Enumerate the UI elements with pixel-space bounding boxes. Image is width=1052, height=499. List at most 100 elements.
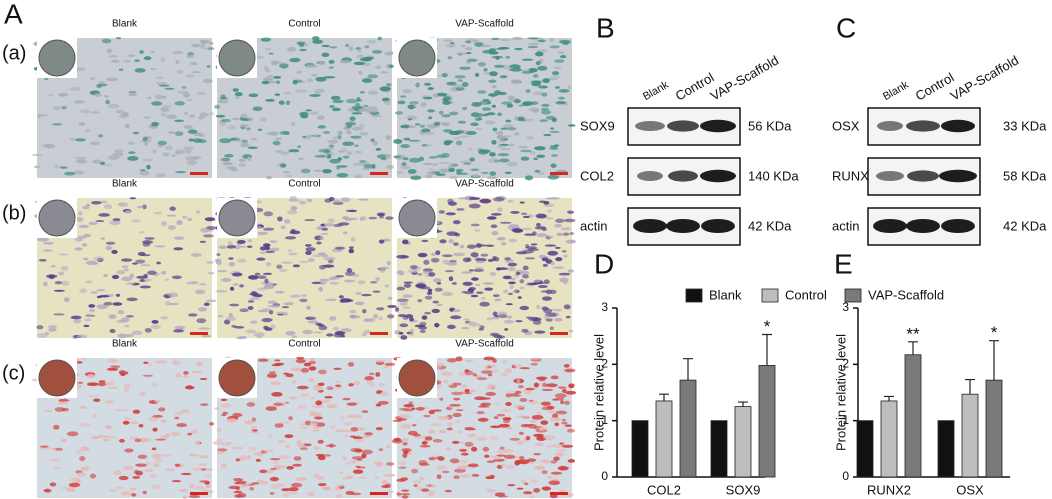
cell bbox=[186, 98, 193, 102]
cell bbox=[121, 265, 129, 269]
cell bbox=[438, 210, 445, 214]
cell bbox=[432, 409, 442, 412]
cell bbox=[63, 297, 70, 302]
cell bbox=[563, 218, 576, 223]
cell bbox=[109, 488, 118, 493]
cell bbox=[533, 157, 539, 160]
cell bbox=[186, 160, 198, 166]
cell bbox=[321, 44, 330, 48]
cell bbox=[496, 454, 506, 457]
cell bbox=[160, 270, 167, 275]
cell bbox=[535, 442, 545, 447]
cell bbox=[192, 138, 203, 143]
cell bbox=[263, 227, 275, 231]
cell bbox=[348, 248, 355, 254]
cell bbox=[150, 67, 157, 71]
cell bbox=[275, 80, 281, 84]
cell bbox=[542, 78, 550, 84]
cell bbox=[315, 453, 325, 457]
cell bbox=[430, 423, 442, 427]
cell bbox=[519, 367, 531, 370]
cell bbox=[115, 486, 125, 489]
cell bbox=[290, 205, 298, 211]
cell bbox=[152, 149, 157, 154]
cell bbox=[312, 254, 323, 258]
cell bbox=[261, 318, 273, 323]
cell bbox=[217, 448, 228, 452]
cell bbox=[350, 447, 362, 453]
cell bbox=[309, 422, 318, 426]
cell bbox=[459, 459, 469, 464]
cell bbox=[370, 138, 375, 142]
cell bbox=[479, 149, 491, 154]
cell bbox=[249, 486, 255, 491]
cell bbox=[525, 316, 533, 319]
cell bbox=[564, 400, 570, 405]
cell bbox=[387, 296, 393, 300]
cell bbox=[160, 112, 167, 117]
cell bbox=[337, 130, 343, 136]
error-bar bbox=[762, 333, 772, 366]
cell bbox=[402, 306, 411, 309]
cell bbox=[194, 289, 206, 295]
cell bbox=[550, 375, 559, 380]
cell bbox=[156, 82, 168, 85]
cell bbox=[411, 407, 416, 410]
cell bbox=[191, 71, 201, 74]
cell bbox=[345, 98, 358, 104]
cell bbox=[536, 223, 541, 227]
cell bbox=[274, 137, 283, 140]
cell bbox=[346, 299, 354, 302]
cell bbox=[207, 271, 215, 275]
y-tick-label: 2 bbox=[601, 357, 608, 371]
cell bbox=[561, 418, 567, 422]
cell bbox=[317, 382, 325, 387]
cell bbox=[452, 220, 461, 225]
cell bbox=[54, 280, 63, 285]
cell bbox=[402, 453, 408, 459]
cell bbox=[312, 39, 324, 44]
cell bbox=[563, 254, 568, 258]
cell bbox=[335, 493, 343, 499]
cell bbox=[104, 400, 115, 404]
cell bbox=[563, 363, 570, 368]
cell bbox=[498, 139, 506, 143]
cell bbox=[542, 382, 547, 388]
cell bbox=[530, 419, 537, 423]
cell bbox=[568, 124, 576, 127]
cell bbox=[538, 427, 545, 431]
cell bbox=[520, 156, 530, 161]
cell bbox=[452, 382, 462, 386]
cell bbox=[375, 65, 382, 70]
cell bbox=[44, 409, 53, 413]
cell bbox=[528, 42, 540, 46]
cell bbox=[328, 144, 335, 148]
cell bbox=[359, 91, 366, 94]
cell bbox=[122, 420, 130, 425]
cell bbox=[138, 423, 144, 428]
cell bbox=[491, 230, 499, 236]
cell bbox=[308, 377, 315, 383]
cell bbox=[540, 290, 549, 293]
cell bbox=[87, 394, 98, 398]
cell bbox=[537, 65, 548, 71]
cell bbox=[309, 94, 321, 97]
cell bbox=[550, 471, 563, 475]
cell bbox=[139, 278, 146, 282]
cell bbox=[68, 482, 81, 488]
cell bbox=[502, 359, 507, 364]
cell bbox=[53, 313, 65, 316]
cell bbox=[324, 198, 332, 203]
cell bbox=[259, 246, 267, 251]
cell bbox=[103, 301, 113, 306]
cell bbox=[229, 168, 239, 172]
cell bbox=[481, 107, 492, 111]
cell bbox=[439, 239, 447, 244]
cell bbox=[547, 475, 553, 480]
cell bbox=[297, 443, 305, 448]
cell bbox=[470, 223, 480, 227]
cell bbox=[250, 291, 258, 296]
cell bbox=[525, 435, 531, 441]
cell bbox=[204, 481, 210, 485]
cell bbox=[314, 416, 323, 420]
